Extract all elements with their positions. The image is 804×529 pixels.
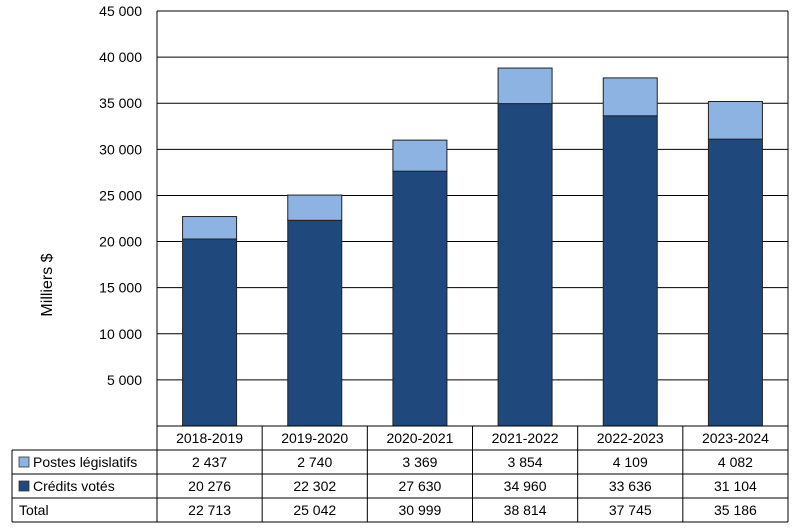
bar-segment xyxy=(602,77,658,117)
table-cell: 3 369 xyxy=(402,454,437,470)
table-cell: 31 104 xyxy=(714,478,757,494)
y-tick-label: 20 000 xyxy=(99,234,142,250)
y-tick-label: 25 000 xyxy=(99,187,142,203)
table-cell: 30 999 xyxy=(399,502,442,518)
x-category-label: 2021-2022 xyxy=(492,430,559,446)
y-tick-label: 30 000 xyxy=(99,141,142,157)
x-category-label: 2020-2021 xyxy=(386,430,453,446)
table-cell: 25 042 xyxy=(293,502,336,518)
table-cell: 38 814 xyxy=(504,502,547,518)
table-cell: 27 630 xyxy=(399,478,442,494)
table-cell: 22 713 xyxy=(188,502,231,518)
x-category-label: 2023-2024 xyxy=(702,430,769,446)
bar-segment xyxy=(707,138,763,427)
bar-segment xyxy=(182,216,238,240)
table-cell: 34 960 xyxy=(504,478,547,494)
y-axis-label: Milliers $ xyxy=(39,253,56,316)
table-cell: 4 109 xyxy=(613,454,648,470)
table-row-label: Crédits votés xyxy=(33,478,115,494)
y-tick-label: 10 000 xyxy=(99,326,142,342)
data-table: 2018-2019 2019-2020 2020-2021 2021-2022 2022… xyxy=(11,425,789,523)
table-cell: 4 082 xyxy=(718,454,753,470)
bar-segment xyxy=(287,194,343,221)
table-cell: 33 636 xyxy=(609,478,652,494)
x-category-label: 2019-2020 xyxy=(281,430,348,446)
table-row-label: Total xyxy=(19,502,49,518)
x-category-label: 2018-2019 xyxy=(176,430,243,446)
y-tick-label: 45 000 xyxy=(99,3,142,19)
legend-swatch xyxy=(18,480,30,492)
table-cell: 22 302 xyxy=(293,478,336,494)
y-tick-label: 40 000 xyxy=(99,49,142,65)
bar-segment xyxy=(182,238,238,427)
bar-segment xyxy=(287,219,343,427)
bar-segment xyxy=(707,101,763,140)
table-cell: 37 745 xyxy=(609,502,652,518)
gridlines xyxy=(156,10,789,426)
table-cell: 2 740 xyxy=(297,454,332,470)
table-cell: 20 276 xyxy=(188,478,231,494)
y-tick-label: 5 000 xyxy=(107,372,142,388)
bar-segment xyxy=(497,67,553,105)
y-tick-label: 35 000 xyxy=(99,95,142,111)
table-cell: 3 854 xyxy=(508,454,543,470)
bar-segment xyxy=(392,170,448,427)
y-tick-label: 15 000 xyxy=(99,280,142,296)
bars xyxy=(182,67,763,427)
bar-segment xyxy=(602,115,658,427)
table-cell: 2 437 xyxy=(192,454,227,470)
bar-segment xyxy=(392,139,448,172)
y-axis: 5 000 10 000 15 000 20 000 25 000 30 000 35 00… xyxy=(99,3,142,388)
table-cell: 35 186 xyxy=(714,502,757,518)
bar-segment xyxy=(497,103,553,427)
x-category-label: 2022-2023 xyxy=(597,430,664,446)
legend-swatch xyxy=(18,456,30,468)
table-row-label: Postes législatifs xyxy=(33,454,137,470)
